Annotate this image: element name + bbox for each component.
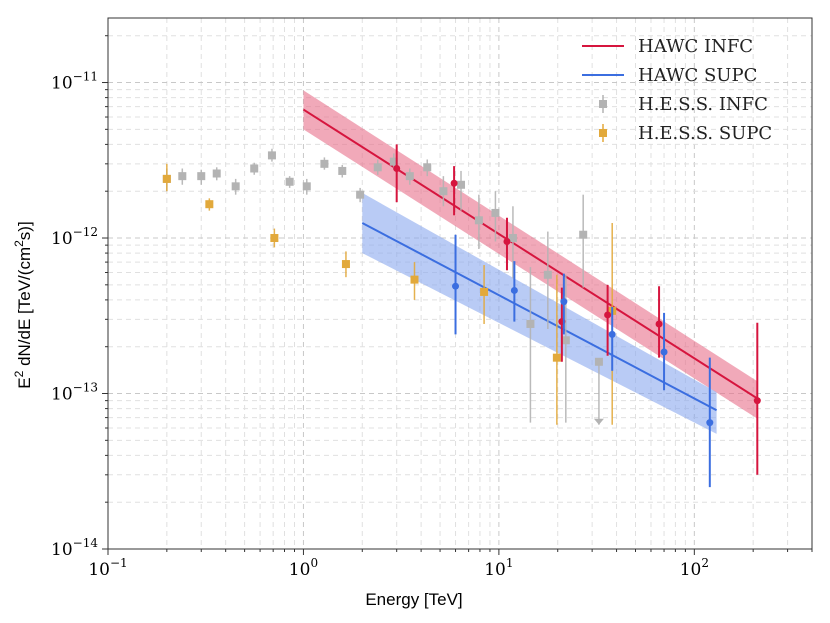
- fit-line: [302, 108, 758, 400]
- y-label-mid: dN/dE [TeV/(cm: [15, 247, 34, 371]
- y-label-sup2: 2: [12, 240, 26, 247]
- data-marker: [285, 177, 294, 186]
- data-marker: [373, 163, 382, 172]
- data-marker: [231, 182, 240, 191]
- data-marker: [205, 200, 214, 209]
- data-marker: [510, 286, 518, 294]
- upper-limit-arrow: [593, 418, 604, 425]
- data-marker: [503, 237, 511, 245]
- data-marker: [338, 166, 347, 175]
- legend: HAWC INFC HAWC SUPC H.E.S.S. INFC H.E.S.S. …: [582, 36, 772, 144]
- data-marker: [439, 187, 448, 196]
- data-marker: [393, 164, 401, 172]
- data-marker: [561, 336, 570, 345]
- legend-label: HAWC SUPC: [638, 65, 757, 86]
- legend-label: HAWC INFC: [638, 36, 753, 57]
- data-marker: [178, 172, 187, 181]
- data-points: [162, 144, 761, 488]
- data-marker: [267, 151, 276, 160]
- x-tick-label: 101: [484, 556, 513, 580]
- x-axis-label: Energy [TeV]: [365, 590, 462, 609]
- data-marker: [706, 419, 714, 427]
- data-marker: [560, 298, 568, 306]
- y-tick-label: 10−11: [51, 70, 98, 94]
- x-tick-label: 102: [680, 556, 709, 580]
- y-axis-label: E2 dN/dE [TeV/(cm2s)]: [12, 221, 34, 388]
- data-marker: [389, 157, 398, 166]
- data-marker: [410, 275, 419, 284]
- legend-swatch-marker: [599, 129, 607, 137]
- x-tick-label: 100: [289, 556, 318, 580]
- y-label-post: s)]: [15, 221, 34, 240]
- y-tick-label: 10−13: [51, 381, 98, 405]
- data-marker: [162, 174, 171, 183]
- data-marker: [604, 311, 612, 319]
- data-marker: [655, 320, 663, 328]
- data-marker: [660, 348, 668, 356]
- data-marker: [405, 172, 414, 181]
- data-marker: [508, 234, 517, 243]
- legend-label: H.E.S.S. SUPC: [638, 123, 772, 144]
- data-marker: [302, 182, 311, 191]
- x-tick-label: 10−1: [88, 556, 127, 580]
- fit-line: [361, 222, 718, 412]
- legend-swatch-marker: [599, 100, 607, 108]
- data-marker: [270, 234, 279, 243]
- data-marker: [552, 353, 561, 362]
- fit-bands: [302, 90, 758, 434]
- data-marker: [594, 357, 603, 366]
- plot-frame: [107, 17, 813, 550]
- y-label-pre: E: [15, 377, 34, 388]
- data-marker: [320, 159, 329, 168]
- axis-ticks: 10−1 100 101 102 10−14 10−13 10−12 10−11: [51, 35, 813, 580]
- data-marker: [491, 208, 500, 217]
- data-marker: [753, 397, 761, 405]
- data-marker: [341, 260, 350, 269]
- data-marker: [474, 216, 483, 225]
- y-label-sup1: 2: [12, 370, 26, 377]
- y-tick-label: 10−14: [51, 536, 98, 560]
- data-marker: [250, 164, 259, 173]
- data-marker: [457, 180, 466, 189]
- data-marker: [543, 270, 552, 279]
- fit-band: [362, 192, 717, 434]
- data-marker: [452, 282, 460, 290]
- data-marker: [423, 163, 432, 172]
- data-marker: [197, 172, 206, 181]
- legend-label: H.E.S.S. INFC: [638, 94, 768, 115]
- y-tick-label: 10−12: [51, 225, 98, 249]
- data-marker: [579, 230, 588, 239]
- data-marker: [480, 287, 489, 296]
- data-marker: [608, 330, 616, 338]
- data-marker: [526, 319, 535, 328]
- data-marker: [450, 179, 458, 187]
- data-marker: [212, 169, 221, 178]
- data-marker: [356, 190, 365, 199]
